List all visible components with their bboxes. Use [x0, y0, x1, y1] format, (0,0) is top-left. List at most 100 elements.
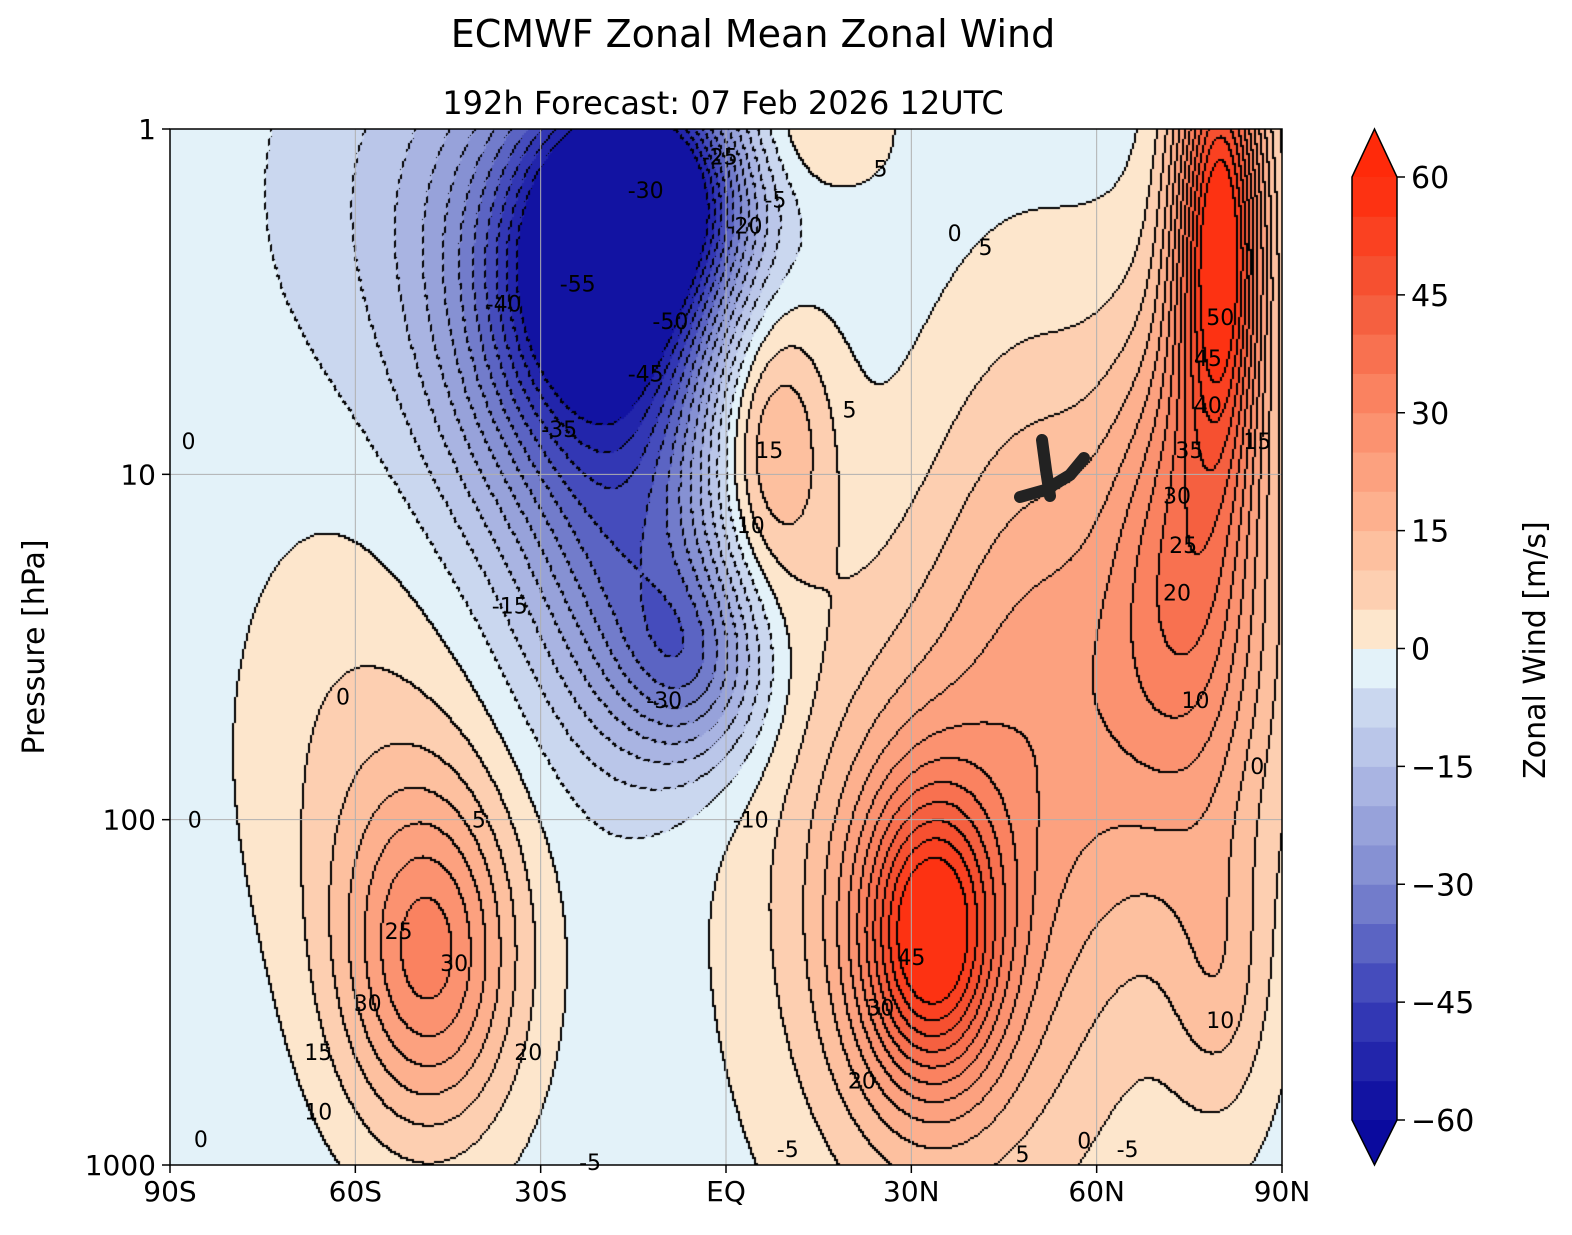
y-tick-label: 1	[138, 113, 156, 146]
contour-label: -30	[628, 179, 664, 204]
contour-label: 40	[1194, 394, 1222, 419]
contour-label: 10	[1182, 689, 1210, 714]
colorbar-band	[1352, 805, 1397, 846]
contour-label: -50	[652, 310, 688, 335]
colorbar-tick-label: −60	[1411, 1104, 1474, 1139]
contour-label: 0	[1077, 1130, 1091, 1155]
contour-label: 15	[1243, 430, 1271, 455]
chart-title: ECMWF Zonal Mean Zonal Wind	[450, 12, 1056, 56]
colorbar-band	[1352, 844, 1397, 885]
x-tick-label: 30N	[883, 1175, 940, 1208]
contour-label: -20	[727, 214, 763, 239]
contour-label: 20	[848, 1070, 876, 1095]
contour-label: 0	[948, 222, 962, 247]
contour-label: 5	[472, 809, 486, 834]
colorbar-band	[1352, 648, 1397, 689]
contour-label: 20	[1163, 582, 1191, 607]
x-tick-label: 60N	[1068, 1175, 1125, 1208]
colorbar-band	[1352, 412, 1397, 453]
contour-label: 0	[336, 686, 350, 711]
colorbar-tick-label: −15	[1411, 750, 1474, 785]
colorbar-band	[1352, 569, 1397, 610]
contour-label: 25	[385, 920, 413, 945]
x-tick-label: EQ	[706, 1175, 746, 1208]
colorbar-band	[1352, 1041, 1397, 1082]
contour-label: -5	[579, 1151, 601, 1176]
colorbar-band	[1352, 687, 1397, 728]
contour-label: -5	[764, 188, 786, 213]
contour-label: 45	[897, 946, 925, 971]
contour-label: 0	[188, 809, 202, 834]
colorbar-band	[1352, 923, 1397, 964]
colorbar-band	[1352, 884, 1397, 925]
contour-label: 20	[514, 1041, 542, 1066]
colorbar-band	[1352, 216, 1397, 257]
contour-label: -15	[492, 595, 528, 620]
contour-label: 15	[755, 439, 783, 464]
colorbar-band	[1352, 1002, 1397, 1042]
colorbar-extend-max	[1352, 129, 1397, 177]
colorbar-tick-label: 60	[1411, 161, 1449, 196]
colorbar-extend-min	[1352, 1120, 1397, 1165]
y-tick-label: 100	[103, 804, 156, 837]
colorbar-band	[1352, 452, 1397, 492]
colorbar-tick-label: 45	[1411, 279, 1449, 314]
contour-label: -30	[646, 689, 682, 714]
colorbar-band	[1352, 373, 1397, 414]
x-tick-label: 90S	[143, 1175, 196, 1208]
colorbar-band	[1352, 334, 1397, 374]
chart-subtitle: 192h Forecast: 07 Feb 2026 12UTC	[442, 84, 1004, 122]
colorbar-tick-label: 30	[1411, 397, 1449, 432]
colorbar-band	[1352, 491, 1397, 532]
colorbar-band	[1352, 766, 1397, 807]
contour-label: 45	[1194, 347, 1222, 372]
colorbar-tick-label: 0	[1411, 633, 1430, 668]
colorbar-band	[1352, 1080, 1397, 1121]
y-tick-label: 10	[120, 458, 156, 491]
colorbar-tick-label: 15	[1411, 515, 1449, 550]
contour-label: 5	[1016, 1143, 1030, 1168]
contour-label: 50	[1206, 306, 1234, 331]
contour-label: -5	[777, 1138, 799, 1163]
colorbar-band	[1352, 294, 1397, 335]
contour-label: 35	[1175, 439, 1203, 464]
contour-label: -10	[733, 809, 769, 834]
contour-label: 5	[873, 157, 887, 182]
contour-label: 0	[194, 1128, 208, 1153]
colorbar-band	[1352, 255, 1397, 296]
x-tick-label: 60S	[329, 1175, 382, 1208]
contour-label: 15	[304, 1041, 332, 1066]
contour-label: 0	[182, 430, 196, 455]
y-tick-label: 1000	[85, 1149, 156, 1182]
colorbar-label: Zonal Wind [m/s]	[1518, 521, 1553, 778]
contour-label: 30	[440, 952, 468, 977]
colorbar-tick-label: −30	[1411, 868, 1474, 903]
colorbar-band	[1352, 530, 1397, 571]
contour-label: 10	[1206, 1009, 1234, 1034]
colorbar-band	[1352, 962, 1397, 1003]
contour-label: 30	[1163, 484, 1191, 509]
hand-drawn-mark	[1014, 434, 1090, 503]
contour-label: 10	[737, 514, 765, 539]
contour-label: 5	[843, 399, 857, 424]
contour-label: 0	[1250, 755, 1264, 780]
contour-label: 30	[354, 992, 382, 1017]
contour-label: 30	[866, 997, 894, 1022]
colorbar-tick-label: −45	[1411, 986, 1474, 1021]
colorbar-band	[1352, 727, 1397, 767]
x-tick-label: 30S	[514, 1175, 567, 1208]
colorbar-band	[1352, 177, 1397, 217]
y-axis-label: Pressure [hPa]	[17, 539, 52, 754]
contour-label: 25	[1169, 534, 1197, 559]
contour-label: -45	[628, 362, 664, 387]
contour-label: 10	[304, 1101, 332, 1126]
contour-label: -40	[486, 292, 522, 317]
contour-label: -35	[541, 418, 577, 443]
colorbar-band	[1352, 609, 1397, 649]
contour-label: -55	[560, 272, 596, 297]
x-tick-label: 90N	[1254, 1175, 1311, 1208]
contour-label: 5	[978, 236, 992, 261]
contour-label: -5	[1117, 1138, 1139, 1163]
